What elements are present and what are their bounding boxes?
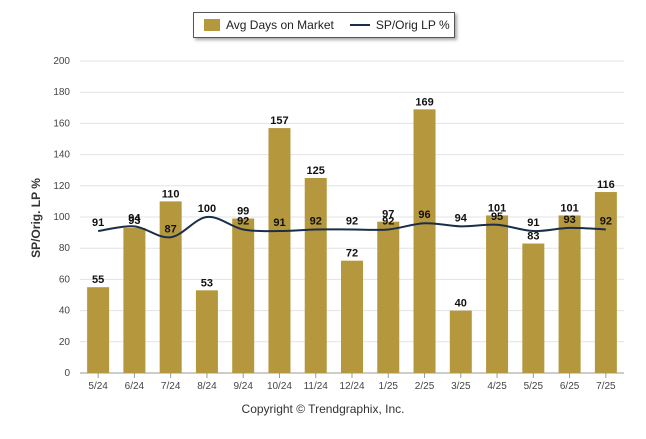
line-data-label: 93 [563, 214, 575, 226]
x-tick-label: 3/25 [451, 381, 471, 392]
bar-data-label: 157 [270, 115, 288, 127]
x-tick-label: 6/25 [560, 381, 580, 392]
line-data-label: 92 [346, 215, 358, 227]
line-data-label: 92 [310, 215, 322, 227]
line-data-label: 91 [527, 217, 539, 229]
y-tick-label: 200 [53, 56, 70, 67]
bar-data-label: 101 [560, 202, 578, 214]
y-tick-label: 80 [59, 243, 71, 254]
legend: Avg Days on Market SP/Orig LP % [193, 12, 455, 38]
line-series [97, 215, 606, 239]
bar-data-label: 116 [597, 179, 615, 191]
bar [449, 310, 472, 373]
bar [268, 128, 291, 373]
line-data-label: 92 [600, 215, 612, 227]
x-tick-label: 2/25 [415, 381, 435, 392]
x-tick-label: 4/25 [487, 381, 507, 392]
x-tick-label: 12/24 [339, 381, 364, 392]
bar [195, 290, 218, 373]
bar-data-label: 93 [128, 215, 140, 227]
y-tick-label: 180 [53, 87, 70, 98]
x-tick-label: 8/24 [197, 381, 217, 392]
bar [87, 287, 110, 373]
copyright-text: Copyright © Trendgraphix, Inc. [241, 402, 405, 416]
bar [522, 243, 545, 373]
x-tick-label: 1/25 [379, 381, 399, 392]
x-tick-label: 9/24 [233, 381, 253, 392]
legend-line-swatch [349, 24, 370, 26]
bar-data-label: 55 [92, 274, 104, 286]
bar-data-label: 72 [346, 248, 358, 260]
bar-data-label: 83 [527, 231, 539, 243]
bar [341, 260, 363, 373]
y-axis-label: SP/Orig. LP % [29, 178, 43, 258]
line-data-label: 92 [382, 215, 394, 227]
bar-data-label: 40 [455, 298, 467, 310]
bar [159, 201, 182, 373]
x-tick-label: 6/24 [125, 381, 145, 392]
bar [558, 215, 581, 373]
line-data-label: 94 [455, 212, 468, 224]
line-data-label: 94 [128, 212, 141, 224]
line-data-label: 100 [198, 203, 216, 215]
line-data-label: 96 [418, 209, 430, 221]
legend-bar-swatch [204, 19, 220, 31]
y-tick-label: 0 [64, 368, 70, 379]
bar-data-label: 99 [237, 206, 249, 218]
line-data-label: 91 [92, 217, 104, 229]
bar [232, 218, 255, 373]
y-tick-label: 100 [53, 212, 70, 223]
bar-data-label: 169 [415, 96, 433, 108]
x-tick-label: 10/24 [267, 381, 292, 392]
bar [486, 215, 509, 373]
legend-item-bar: Avg Days on Market [204, 18, 334, 32]
bar-data-label: 97 [382, 209, 394, 221]
y-tick-label: 20 [59, 337, 71, 348]
legend-item-line: SP/Orig LP % [349, 18, 450, 32]
x-tick-label: 7/25 [596, 381, 616, 392]
bar [304, 178, 327, 373]
line-data-label: 95 [491, 211, 503, 223]
x-tick-label: 11/24 [304, 381, 329, 392]
bar-data-label: 125 [307, 165, 325, 177]
bar-data-label: 53 [201, 277, 213, 289]
x-tick-label: 5/25 [524, 381, 544, 392]
bar [123, 227, 146, 373]
legend-bar-label: Avg Days on Market [226, 18, 334, 32]
x-tick-label: 5/24 [88, 381, 108, 392]
legend-line-label: SP/Orig LP % [375, 18, 450, 32]
line-data-label: 91 [273, 217, 285, 229]
line-data-label: 92 [237, 215, 249, 227]
x-tick-label: 7/24 [161, 381, 181, 392]
bar [594, 192, 617, 373]
bar-data-label: 101 [488, 202, 506, 214]
y-tick-label: 140 [53, 150, 70, 161]
y-tick-label: 40 [59, 306, 71, 317]
y-tick-label: 120 [53, 181, 70, 192]
line-data-label: 87 [165, 223, 177, 235]
y-tick-label: 60 [59, 274, 71, 285]
bar [377, 221, 400, 373]
bar-data-label: 110 [162, 188, 180, 200]
bar [413, 109, 436, 374]
y-tick-label: 160 [53, 118, 70, 129]
